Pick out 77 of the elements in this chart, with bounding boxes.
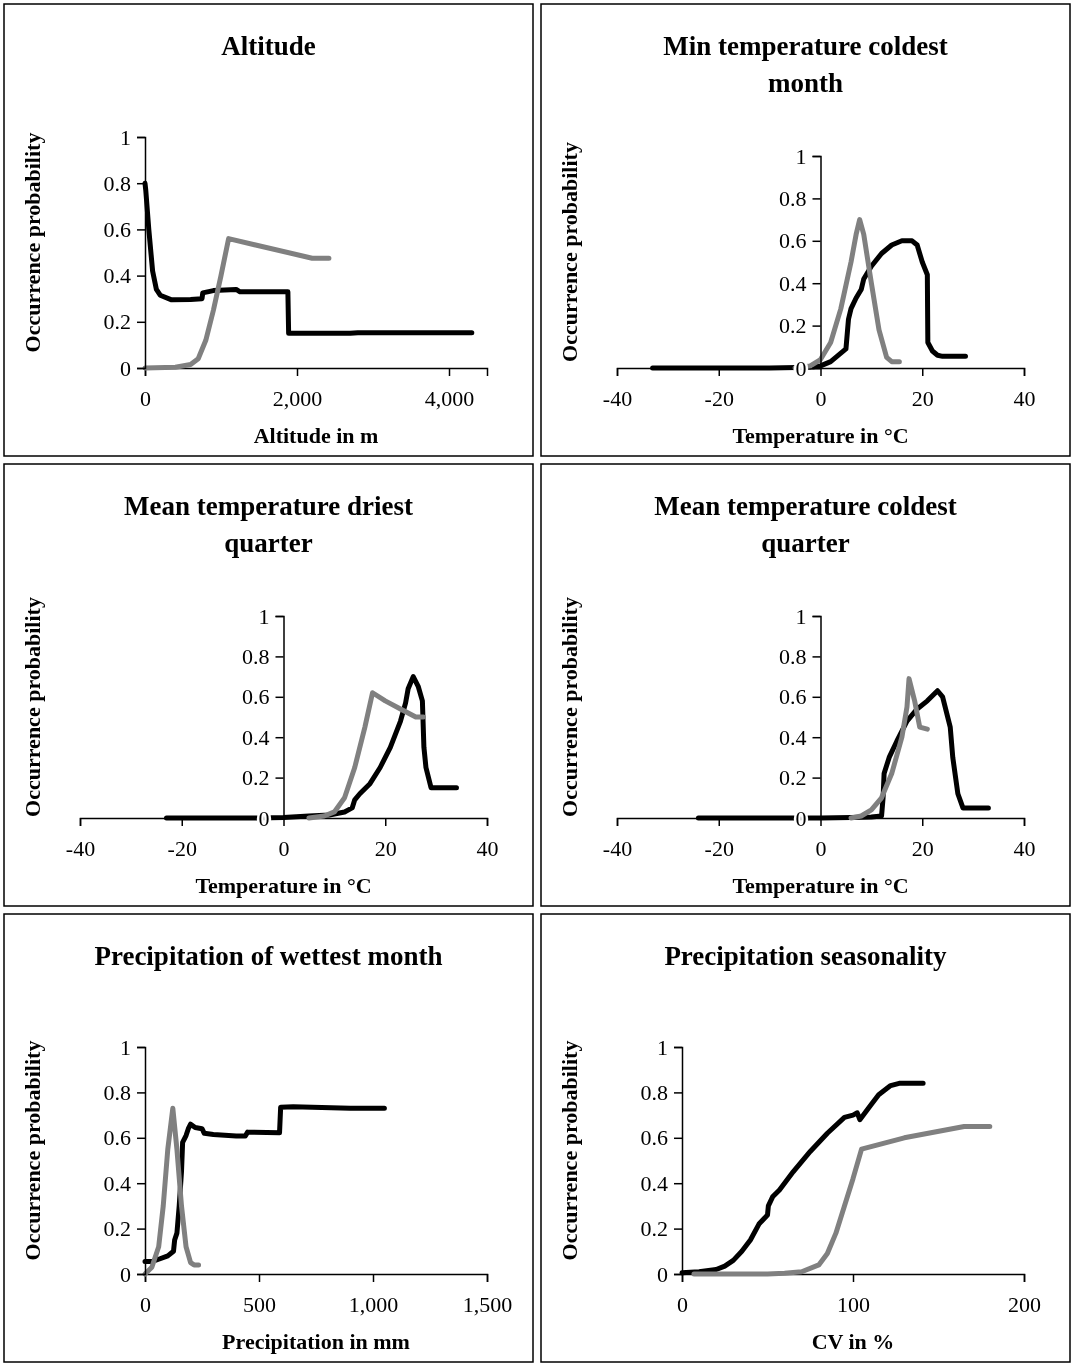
x-tick-label: -40	[602, 835, 633, 861]
chart-title: Altitude	[221, 31, 316, 61]
y-tick-label: 0.2	[103, 309, 131, 335]
chart-title: Precipitation of wettest month	[94, 941, 443, 971]
y-tick-label: 0	[795, 355, 807, 381]
x-tick-label: 20	[911, 835, 934, 861]
y-tick-label: 0.2	[103, 1216, 131, 1242]
x-tick-label: 1,500	[462, 1291, 513, 1317]
x-tick-label: 20	[374, 835, 397, 861]
x-tick-label: 200	[1008, 1291, 1041, 1317]
chart-title: Mean temperature driest quarter	[124, 491, 413, 558]
y-tick-label: 0.4	[103, 263, 131, 289]
x-tick-label: 0	[815, 835, 827, 861]
x-axis-title: Temperature in °C	[732, 873, 909, 898]
y-tick-label: 1	[795, 603, 807, 629]
y-tick-label: 1	[120, 124, 131, 150]
y-tick-label: 0.8	[103, 1079, 131, 1105]
x-tick-label: 0	[140, 1291, 151, 1317]
x-tick-label: 40	[476, 835, 499, 861]
y-axis-title: Occurrence probability	[557, 597, 582, 817]
y-tick-label: 0.6	[103, 1125, 131, 1151]
x-axis-title: Temperature in °C	[732, 423, 909, 448]
y-tick-label: 0.4	[640, 1170, 668, 1196]
x-tick-label: 40	[1013, 385, 1036, 411]
y-tick-label: 0	[657, 1261, 668, 1287]
y-axis-title: Occurrence probability	[20, 597, 45, 817]
y-tick-label: 0.6	[640, 1125, 668, 1151]
x-tick-label: -20	[704, 385, 734, 411]
x-axis-title: Precipitation in mm	[222, 1329, 410, 1354]
y-tick-label: 0.6	[103, 216, 131, 242]
y-tick-label: 1	[258, 603, 270, 629]
y-tick-label: 0.2	[640, 1216, 668, 1242]
x-tick-label: 0	[677, 1291, 688, 1317]
chart-title: Precipitation seasonality	[664, 941, 948, 971]
y-tick-label: 0.8	[242, 643, 270, 669]
x-axis-title: Altitude in m	[253, 423, 379, 448]
x-tick-label: 100	[837, 1291, 870, 1317]
y-tick-label: 0.4	[779, 270, 807, 296]
y-tick-label: 1	[120, 1034, 131, 1060]
x-tick-label: 4,000	[424, 385, 475, 411]
y-axis-title: Occurrence probability	[20, 132, 45, 353]
x-tick-label: 0	[278, 835, 290, 861]
x-tick-label: -40	[602, 385, 633, 411]
x-axis-title: Temperature in °C	[195, 873, 372, 898]
x-tick-label: -40	[65, 835, 96, 861]
y-tick-label: 1	[657, 1034, 668, 1060]
x-tick-label: -20	[167, 835, 197, 861]
y-tick-label: 0.6	[779, 684, 807, 710]
y-axis-title: Occurrence probability	[20, 1040, 45, 1261]
x-tick-label: 500	[243, 1291, 276, 1317]
y-tick-label: 0.8	[779, 643, 807, 669]
x-tick-label: 20	[911, 385, 934, 411]
y-tick-label: 0.8	[779, 185, 807, 211]
x-tick-label: 40	[1013, 835, 1036, 861]
y-tick-label: 0	[120, 1261, 131, 1287]
y-tick-label: 0	[120, 355, 131, 381]
y-tick-label: 0.4	[103, 1170, 131, 1196]
x-tick-label: 1,000	[348, 1291, 399, 1317]
chart-title: Min temperature coldest month	[663, 31, 948, 98]
chart-title: Mean temperature coldest quarter	[654, 491, 957, 558]
y-tick-label: 0.2	[242, 765, 270, 791]
x-tick-label: 2,000	[272, 385, 323, 411]
y-tick-label: 0.6	[779, 228, 807, 254]
x-tick-label: 0	[140, 385, 151, 411]
y-tick-label: 0.2	[779, 765, 807, 791]
y-tick-label: 0.4	[242, 724, 270, 750]
y-tick-label: 0.8	[640, 1079, 668, 1105]
y-tick-label: 1	[795, 143, 807, 169]
x-tick-label: 0	[815, 385, 827, 411]
y-tick-label: 0.8	[103, 170, 131, 196]
x-axis-title: CV in %	[811, 1329, 895, 1354]
y-axis-title: Occurrence probability	[557, 1040, 582, 1261]
x-tick-label: -20	[704, 835, 734, 861]
y-tick-label: 0.4	[779, 724, 807, 750]
y-tick-label: 0.6	[242, 684, 270, 710]
y-tick-label: 0.2	[779, 313, 807, 339]
y-axis-title: Occurrence probability	[557, 142, 582, 362]
